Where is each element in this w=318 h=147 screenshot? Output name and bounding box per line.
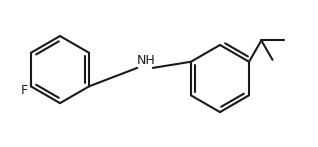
Text: NH: NH	[137, 54, 156, 67]
Text: F: F	[21, 84, 28, 97]
